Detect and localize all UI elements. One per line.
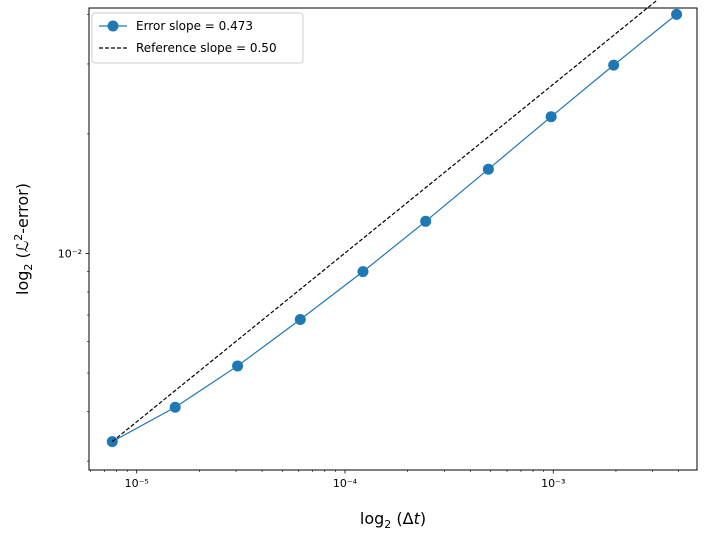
y-axis-label: log2 (ℒ2-error) bbox=[12, 183, 35, 295]
x-axis-ticks: 10⁻⁵ 10⁻⁴ 10⁻³ bbox=[90, 470, 679, 490]
series-0-point bbox=[232, 360, 244, 372]
legend: Error slope = 0.473 Reference slope = 0.… bbox=[91, 12, 304, 64]
y-axis-ticks: 10⁻² bbox=[58, 14, 89, 462]
series-0-point bbox=[608, 59, 620, 71]
plot-area bbox=[89, 8, 697, 470]
series-0-point bbox=[545, 111, 557, 123]
x-tick-label: 10⁻⁵ bbox=[125, 477, 149, 490]
plot-frame bbox=[88, 7, 698, 471]
series-0-point bbox=[671, 8, 683, 20]
y-tick-label: 10⁻² bbox=[58, 247, 82, 260]
series-0-point bbox=[169, 401, 181, 413]
x-axis-label: log2 (Δt) bbox=[360, 509, 426, 531]
series-0-point bbox=[420, 215, 432, 227]
x-tick-label: 10⁻⁴ bbox=[333, 477, 358, 490]
series-0-line bbox=[111, 13, 677, 443]
legend-box bbox=[91, 12, 304, 64]
legend-reference-label: Reference slope = 0.50 bbox=[136, 41, 277, 55]
series-layer bbox=[106, 0, 683, 448]
series-0-point bbox=[482, 163, 494, 175]
legend-error-label: Error slope = 0.473 bbox=[136, 19, 253, 33]
series-1-line bbox=[111, 0, 659, 443]
series-0-point bbox=[357, 266, 369, 278]
legend-error-marker bbox=[107, 20, 119, 32]
series-0-point bbox=[294, 313, 306, 325]
x-tick-label: 10⁻³ bbox=[541, 477, 565, 490]
